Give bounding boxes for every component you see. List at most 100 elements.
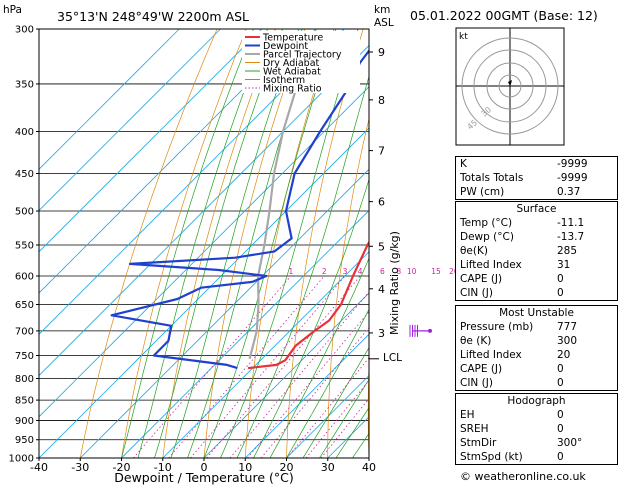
most-unstable-row: Pressure (mb) 777	[460, 321, 578, 333]
dry-adiabat-line	[244, 29, 335, 458]
temperature-line	[247, 240, 369, 370]
wet-adiabat-line	[220, 29, 359, 458]
dry-adiabat-line	[407, 29, 451, 458]
pressure-tick-label: 950	[15, 435, 34, 446]
dry-adiabat-line	[79, 29, 218, 458]
temperature-tick-label: 20	[280, 461, 294, 474]
pressure-tick-label: 600	[15, 271, 34, 282]
mixing-ratio-label: 2	[322, 267, 327, 276]
pressure-tick-label: 800	[15, 374, 34, 385]
pressure-tick-label: 350	[15, 79, 34, 90]
legend-entry: Wet Adiabat	[263, 67, 321, 78]
isotherm-line	[39, 127, 369, 458]
surface-table: Surface Temp (°C) -11.1 Dewp (°C) -13.7 θe…	[455, 201, 618, 301]
pressure-tick-label: 700	[15, 326, 34, 337]
legend-entry: Isotherm	[263, 75, 305, 86]
dry-adiabat-line	[203, 29, 306, 458]
isotherm-line	[79, 168, 369, 458]
wet-adiabat-line	[286, 308, 369, 458]
index-row: Totals Totals -9999	[460, 172, 588, 184]
mixing-ratio-line	[247, 311, 369, 458]
mixing-ratio-label: 1	[289, 267, 294, 276]
surface-row: Lifted Index 31	[460, 259, 571, 271]
wet-adiabat-line	[236, 75, 369, 458]
mixing-ratio-label: 3	[343, 267, 348, 276]
pressure-tick-label: 850	[15, 396, 34, 407]
hodograph-ring-3	[473, 49, 547, 123]
hodograph-ring-2	[486, 62, 534, 110]
hodograph-trace	[508, 80, 512, 86]
hodograph-table: Hodograph EH 0 SREH 0 StmDir 300° StmSpd (k…	[455, 393, 618, 465]
wet-adiabat-line	[137, 29, 268, 458]
hodograph-row: EH 0	[460, 409, 564, 421]
most-unstable-row: Lifted Index 20	[460, 349, 571, 361]
footer-credit: © weatheronline.co.uk	[460, 470, 586, 483]
surface-row: CIN (J) 0	[460, 287, 564, 299]
dry-adiabat-line	[162, 29, 276, 458]
index-row: K -9999	[460, 158, 588, 170]
mixing-ratio-label: 15	[431, 267, 441, 276]
wet-adiabat-line	[253, 178, 369, 458]
mixing-ratio-label: 6	[380, 267, 385, 276]
hpa-label: hPa	[3, 4, 22, 16]
pressure-tick-label: 450	[15, 169, 34, 180]
surface-title: Surface	[516, 203, 557, 215]
most-unstable-row: CAPE (J) 0	[460, 363, 564, 375]
pressure-tick-label: 300	[15, 25, 34, 36]
indices-table: K -9999 Totals Totals -9999 PW (cm) 0.37	[455, 156, 618, 200]
legend-background	[242, 31, 360, 93]
isotherm-line	[39, 29, 345, 335]
mixing-ratio-line	[286, 357, 369, 458]
temperature-tick-label: 40	[362, 461, 376, 474]
temperature-tick-label: 30	[321, 461, 335, 474]
isotherm-line	[39, 29, 304, 294]
isotherm-line	[39, 29, 263, 253]
hodograph-kt-label: kt	[459, 32, 468, 42]
altitude-tick-label: 3	[378, 327, 385, 340]
altitude-tick-label: 8	[378, 94, 385, 107]
mixing-ratio-label: 20	[449, 267, 459, 276]
legend-entry: Temperature	[262, 33, 323, 44]
isotherm-line	[39, 44, 369, 377]
lcl-label: LCL	[383, 352, 402, 364]
altitude-tick-label: 7	[378, 145, 385, 158]
surface-row: CAPE (J) 0	[460, 273, 564, 285]
legend-entry: Dewpoint	[263, 41, 308, 52]
legend-entry: Mixing Ratio	[263, 84, 322, 95]
temperature-tick-label: -30	[71, 461, 89, 474]
hodograph-ring-4	[461, 37, 559, 135]
temperature-tick-label: -10	[154, 461, 172, 474]
surface-row: Dewp (°C) -13.7	[460, 231, 585, 243]
temperature-tick-label: -40	[30, 461, 48, 474]
pressure-tick-label: 750	[15, 351, 34, 362]
mixing-ratio-axis-label: Mixing Ratio (g/kg)	[388, 231, 401, 335]
wet-adiabat-line	[154, 29, 283, 458]
wet-adiabat-line	[302, 346, 369, 458]
pressure-tick-label: 550	[15, 240, 34, 251]
temperature-tick-label: -20	[113, 461, 131, 474]
wet-adiabat-line	[203, 29, 337, 458]
pressure-tick-label: 500	[15, 207, 34, 218]
mixing-ratio-label: 10	[407, 267, 417, 276]
altitude-tick-label: 6	[378, 196, 385, 209]
hodograph-row: StmSpd (kt) 0	[460, 451, 564, 463]
temperature-tick-label: 10	[238, 461, 252, 474]
wet-adiabat-line	[170, 29, 300, 458]
x-axis-label: Dewpoint / Temperature (°C)	[114, 470, 293, 485]
title-left: 35°13'N 248°49'W 2200m ASL	[57, 9, 249, 24]
temperature-tick-label: 0	[201, 461, 208, 474]
wet-adiabat-line	[335, 406, 369, 458]
most-unstable-row: θe (K) 300	[460, 335, 578, 347]
title-right: 05.01.2022 00GMT (Base: 12)	[410, 8, 598, 23]
wind-barbs	[409, 324, 432, 337]
wet-adiabat-line	[187, 29, 317, 458]
km-label: km	[374, 4, 390, 16]
pressure-tick-label: 900	[15, 416, 34, 427]
mixing-ratio-line	[133, 275, 292, 458]
parcel-trajectory-line	[248, 29, 317, 360]
isotherm-line	[39, 29, 221, 212]
hodograph-ring-1	[498, 74, 522, 98]
altitude-tick-label: 4	[378, 283, 385, 296]
